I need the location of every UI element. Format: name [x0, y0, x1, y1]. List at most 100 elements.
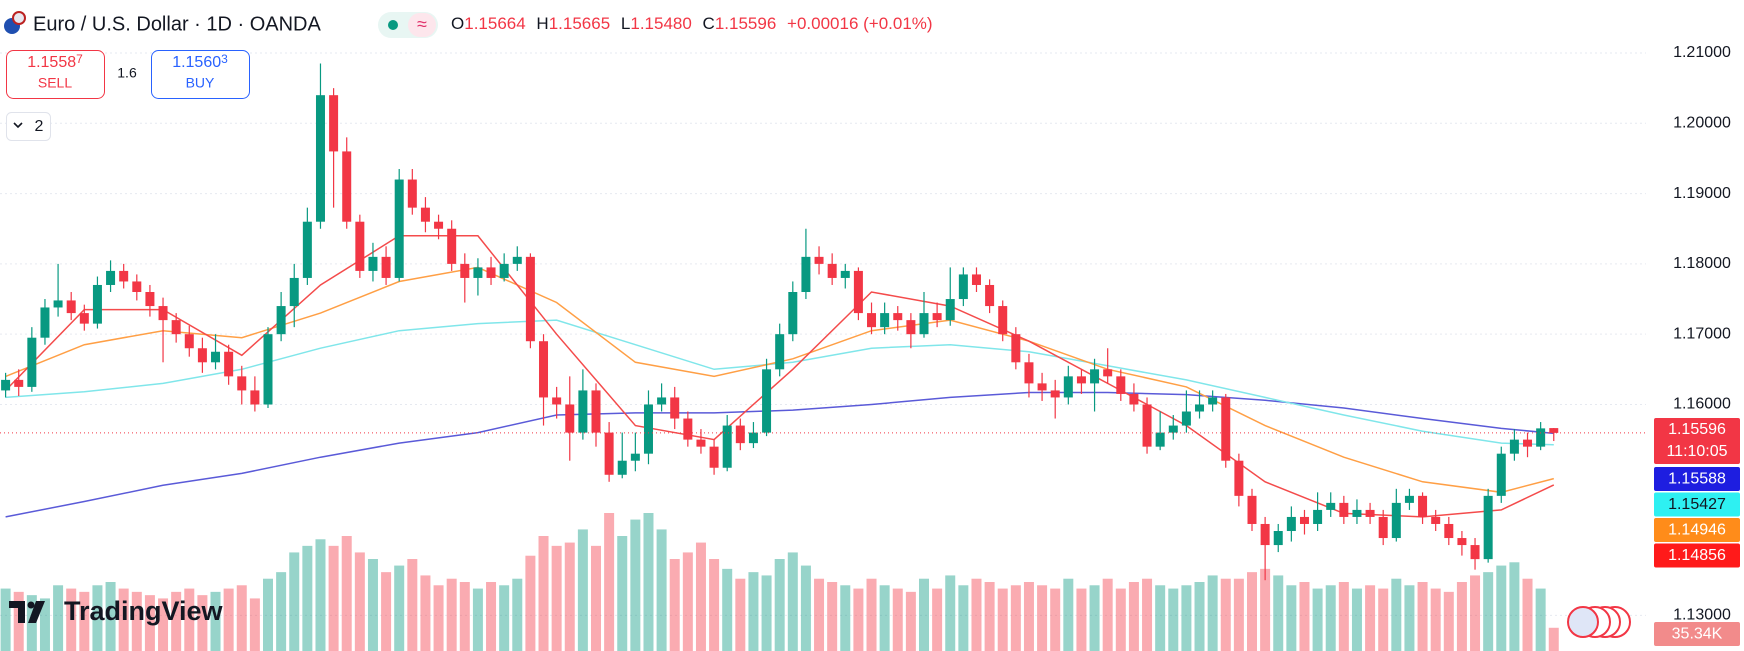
volume-bar — [814, 578, 825, 651]
y-tick-label: 1.17000 — [1673, 325, 1731, 342]
sell-price-pip[interactable]: 7 — [76, 52, 83, 66]
candle-body — [237, 376, 247, 391]
candle-body — [381, 256, 391, 278]
candle-body — [1365, 509, 1375, 517]
us-flag — [12, 11, 26, 25]
candle-body — [1286, 516, 1296, 532]
volume-value-box — [1654, 622, 1740, 646]
high-label: H — [536, 14, 548, 33]
candle-body — [394, 179, 404, 278]
buy-price-main[interactable]: 1.1560 — [172, 54, 221, 71]
volume-bar — [328, 545, 339, 651]
indicators-toggle[interactable] — [6, 112, 51, 141]
candle-body — [565, 404, 575, 433]
volume-bar — [66, 588, 77, 651]
volume-bar — [131, 591, 142, 651]
candle-body — [407, 179, 417, 208]
y-tick-label: 1.21000 — [1673, 44, 1731, 61]
market-open-dot — [388, 20, 398, 30]
candle-body — [1549, 428, 1559, 433]
candle-body — [342, 151, 352, 222]
candle-body — [1483, 495, 1493, 560]
volume-bar — [577, 529, 588, 651]
volume-bar — [394, 565, 405, 651]
candle-body — [1339, 502, 1349, 517]
volume-bar — [118, 588, 129, 651]
event-flag[interactable] — [1567, 606, 1599, 638]
ma-value-label: 1.15588 — [1668, 471, 1726, 488]
candle-body — [1234, 460, 1244, 496]
sell-price-main[interactable]: 1.1558 — [27, 54, 76, 71]
events-flags[interactable] — [1567, 606, 1631, 638]
volume-bar — [39, 598, 50, 651]
buy-label[interactable]: BUY — [186, 75, 215, 91]
sell-price[interactable]: 1.15587 — [27, 52, 83, 71]
candle-body — [1011, 334, 1021, 363]
volume-bar — [512, 578, 523, 651]
volume-bar — [171, 591, 182, 651]
volume-bar — [1023, 582, 1034, 651]
ma-value-label: 1.14856 — [1668, 547, 1726, 564]
candle-body — [79, 313, 89, 324]
volume-bar — [1273, 575, 1284, 651]
candle-body — [1260, 523, 1270, 546]
candle-body — [1496, 453, 1506, 496]
volume-bar — [800, 565, 811, 651]
ma-value-box — [1654, 467, 1740, 491]
candle-body — [66, 300, 76, 314]
candle-body — [552, 397, 562, 405]
volume-bar — [105, 582, 116, 651]
change-value: +0.00016 (+0.01%) — [787, 14, 933, 33]
sell-button[interactable] — [6, 50, 105, 99]
candle-body — [643, 404, 653, 454]
candle-body — [512, 256, 522, 264]
candle-body — [53, 300, 63, 308]
candle-body — [604, 432, 614, 475]
volume-bar — [984, 582, 995, 651]
high-value: 1.15665 — [549, 14, 610, 33]
volume-bar — [1102, 578, 1113, 651]
buy-button[interactable] — [151, 50, 250, 99]
volume-bar — [525, 555, 536, 651]
sell-label[interactable]: SELL — [38, 75, 72, 91]
volume-bar — [79, 591, 90, 651]
buy-price[interactable]: 1.15603 — [172, 52, 228, 71]
candle-body — [722, 425, 732, 468]
ma-value-box — [1654, 543, 1740, 568]
buy-price-pip[interactable]: 3 — [221, 52, 228, 66]
candle-body — [40, 307, 50, 338]
volume-bar — [643, 513, 654, 651]
candle-body — [893, 313, 903, 321]
candle-body — [867, 313, 877, 328]
candle-body — [119, 270, 129, 282]
volume-bar — [1404, 585, 1415, 651]
candle-body — [985, 284, 995, 307]
volume-bar — [1076, 588, 1087, 651]
candle-body — [1116, 376, 1126, 394]
volume-bar — [0, 588, 11, 651]
ma-value-label: 1.15427 — [1668, 496, 1726, 513]
volume-bar — [866, 578, 877, 651]
volume-bar — [827, 582, 838, 651]
logo: TradingView — [9, 596, 224, 626]
volume-bar — [1063, 578, 1074, 651]
volume-bar — [1155, 585, 1166, 651]
volume-bar — [184, 588, 195, 651]
ma-value-box — [1654, 518, 1740, 542]
volume-bar — [1312, 588, 1323, 651]
candle-body — [106, 270, 116, 285]
volume-bar — [748, 572, 759, 651]
indicators-count[interactable]: 2 — [35, 118, 44, 135]
volume-bar — [1378, 588, 1389, 651]
candle-body — [1247, 495, 1257, 524]
chevron-icon[interactable] — [13, 122, 23, 129]
candle-body — [211, 351, 221, 363]
candle-body — [1050, 390, 1060, 398]
symbol-title[interactable]: Euro / U.S. Dollar · 1D · OANDA — [33, 13, 322, 35]
volume-bar — [367, 559, 378, 651]
spread: 1.6 — [117, 65, 137, 81]
candle-body — [145, 292, 155, 307]
last-price-label: 1.15596 — [1668, 421, 1726, 438]
candle-body — [276, 306, 286, 335]
